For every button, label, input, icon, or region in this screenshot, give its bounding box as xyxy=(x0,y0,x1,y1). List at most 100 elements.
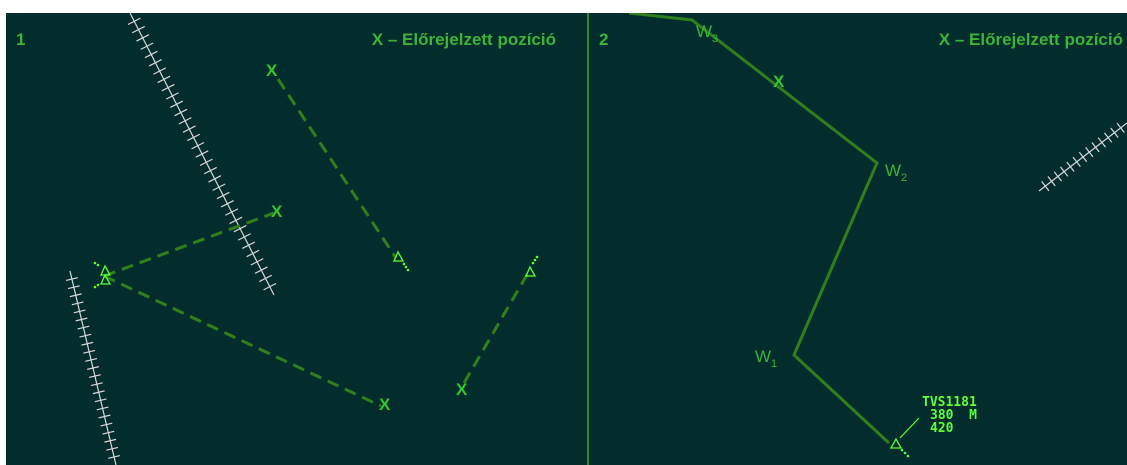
runway-tick xyxy=(106,446,119,451)
runway-tick xyxy=(108,454,121,459)
runway-tick xyxy=(191,141,205,150)
runway-tick xyxy=(165,92,179,100)
runway-tick xyxy=(87,366,99,370)
runway-tick xyxy=(157,75,171,84)
runway-tick xyxy=(77,325,90,330)
runway-tick xyxy=(1103,132,1113,143)
runway-tick xyxy=(131,25,145,34)
aircraft-speed-line: 420 xyxy=(930,421,954,436)
radar-panel-2: W3 W2 W1 X TVS1181 380 M 420 2 X – Előre… xyxy=(589,13,1127,465)
triangle-aircraft-icon xyxy=(99,264,112,276)
runway-tick xyxy=(225,208,239,216)
runway-tick xyxy=(98,414,111,419)
waypoint-w2: W2 xyxy=(885,161,907,184)
runway-tick xyxy=(233,224,247,233)
runway-tick xyxy=(69,293,82,298)
runway-tick xyxy=(1066,161,1075,172)
triangle-aircraft-icon xyxy=(524,265,537,277)
runway-tick xyxy=(79,333,92,338)
predicted-position-marker: X xyxy=(271,202,283,221)
runway-tick xyxy=(208,175,222,183)
runway-tick xyxy=(246,249,260,258)
runway-tick xyxy=(96,406,109,411)
runway-tick xyxy=(92,390,105,395)
runway-tick xyxy=(1041,181,1050,192)
runway-tick xyxy=(178,117,192,125)
runway-tick xyxy=(1110,127,1119,138)
runway-tick xyxy=(254,266,268,274)
runway-tick xyxy=(250,258,264,266)
aircraft-target-c[interactable] xyxy=(524,255,539,277)
runway-tick xyxy=(75,317,88,322)
runway-tick xyxy=(127,17,141,26)
waypoint-w3: W3 xyxy=(696,22,718,45)
runway-tick xyxy=(153,67,167,75)
prediction-line-3 xyxy=(103,274,382,408)
runway-tick xyxy=(73,309,86,314)
runway-track-left-lower xyxy=(65,270,121,465)
runway-tick xyxy=(220,200,234,208)
runway-tick xyxy=(67,285,80,290)
runway-tick xyxy=(161,83,175,92)
runway-tick xyxy=(102,430,115,435)
runway-tick xyxy=(71,301,84,306)
runway-tick xyxy=(212,183,226,191)
runway-tick xyxy=(1072,156,1081,167)
runway-tick xyxy=(182,125,196,133)
runway-tick xyxy=(1085,147,1094,158)
runway-tick xyxy=(1116,122,1125,133)
predicted-position-marker: X xyxy=(379,395,391,414)
runway-tick xyxy=(104,438,117,443)
prediction-line-2 xyxy=(103,211,275,278)
predicted-position-marker: X xyxy=(773,72,785,91)
runway-tick xyxy=(136,34,150,42)
runway-tick xyxy=(263,282,277,291)
runway-tick xyxy=(170,100,184,108)
route-line xyxy=(628,13,891,445)
runway-tick xyxy=(195,150,209,158)
triangle-aircraft-icon xyxy=(889,437,903,449)
panel-number: 1 xyxy=(16,30,25,49)
runway-tick xyxy=(187,133,201,142)
label-leader-line xyxy=(899,417,920,439)
runway-tick xyxy=(100,422,113,427)
runway-tick xyxy=(148,59,162,67)
runway-tick xyxy=(229,216,243,225)
prediction-line-1 xyxy=(276,78,398,259)
aircraft-target-b[interactable] xyxy=(392,250,410,272)
panel-divider xyxy=(587,13,589,465)
runway-tick xyxy=(1097,137,1107,148)
aircraft-target-tvs1181[interactable]: TVS1181 380 M 420 xyxy=(889,395,977,458)
runway-tick xyxy=(1059,166,1069,177)
runway-tick xyxy=(259,274,273,283)
runway-tick xyxy=(83,349,96,354)
runway-tick xyxy=(94,398,107,403)
runway-tick xyxy=(65,277,78,282)
runway-tick xyxy=(1047,176,1056,187)
runway-track-left-upper xyxy=(127,13,277,296)
runway-tick xyxy=(1053,171,1063,182)
legend-text: X – Előrejelzett pozíció xyxy=(372,30,556,49)
prediction-line-4 xyxy=(462,272,530,384)
runway-track-right xyxy=(1038,122,1127,192)
waypoint-w1: W1 xyxy=(755,347,777,370)
runway-tick xyxy=(1091,142,1100,153)
radar-scope-1: X X X X 1 X – Előrejelzett pozíció xyxy=(16,13,556,465)
runway-tick xyxy=(90,382,103,387)
runway-tick xyxy=(140,42,154,50)
aircraft-target-a[interactable] xyxy=(93,261,112,289)
aircraft-callsign: TVS1181 xyxy=(922,395,977,410)
runway-tick xyxy=(85,357,98,362)
runway-tick xyxy=(88,374,101,379)
runway-tick xyxy=(144,50,158,59)
runway-tick xyxy=(216,191,230,200)
radar-panel-1: X X X X 1 X – Előrejelzett pozíció xyxy=(6,13,587,465)
runway-tick xyxy=(1078,151,1088,163)
triangle-aircraft-icon xyxy=(99,273,112,285)
runway-tick xyxy=(199,158,213,167)
runway-tick xyxy=(81,341,94,346)
triangle-aircraft-icon xyxy=(392,250,405,262)
aircraft-level-line: 380 M xyxy=(930,408,977,423)
panel-number: 2 xyxy=(599,30,608,49)
